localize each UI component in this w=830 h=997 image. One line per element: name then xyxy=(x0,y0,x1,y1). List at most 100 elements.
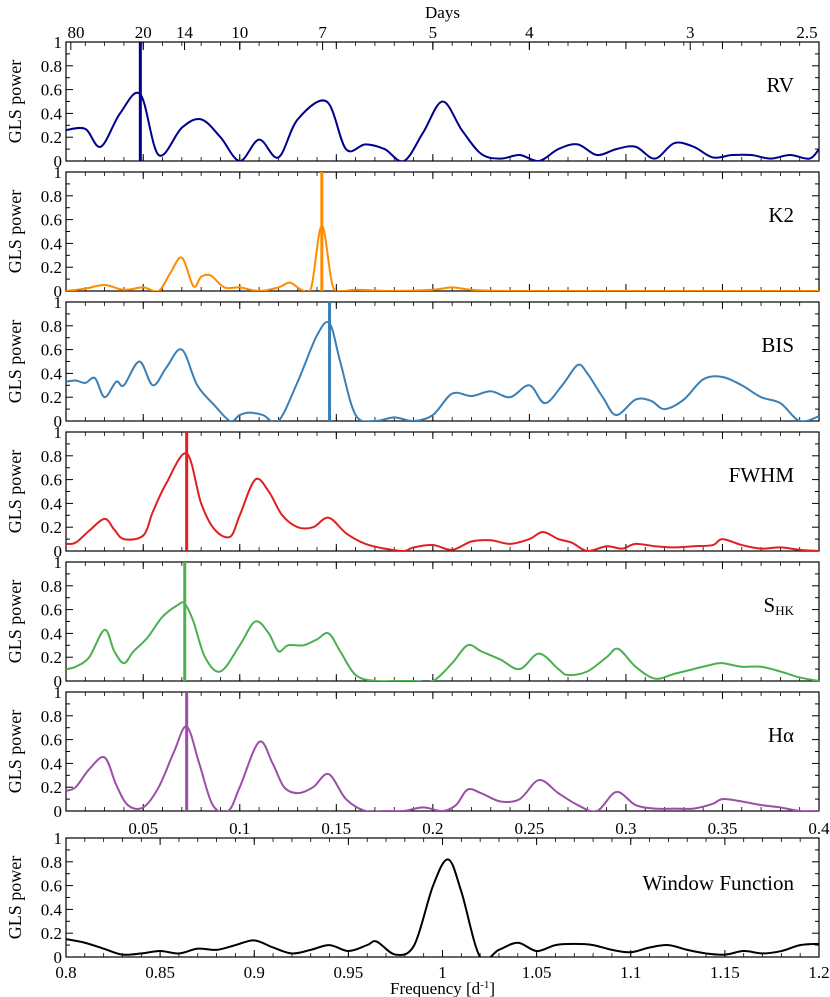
x-tick-label: 1.1 xyxy=(620,963,641,982)
y-tick-label: 0.8 xyxy=(41,57,62,76)
y-tick-label: 0 xyxy=(54,152,63,171)
panel-label-bis: BIS xyxy=(761,333,794,357)
series-line-fwhm xyxy=(66,452,819,551)
x-tick-label: 0.1 xyxy=(229,819,250,838)
series-line-bis xyxy=(66,321,819,421)
x-tick-label: 0.9 xyxy=(244,963,265,982)
y-tick-label: 0.6 xyxy=(41,471,62,490)
series-line-window xyxy=(66,858,819,957)
y-tick-label: 0.4 xyxy=(41,900,63,919)
y-tick-label: 0.6 xyxy=(41,341,62,360)
x-tick-label: 1.15 xyxy=(710,963,740,982)
y-tick-label: 1 xyxy=(54,683,63,702)
top-tick-label: 4 xyxy=(525,23,534,42)
panel-label-rv: RV xyxy=(767,73,795,97)
y-tick-label: 0.4 xyxy=(41,494,63,513)
y-tick-label: 0.4 xyxy=(41,364,63,383)
y-tick-label: 0.4 xyxy=(41,754,63,773)
x-tick-label: 0.3 xyxy=(615,819,636,838)
y-axis-label: GLS power xyxy=(5,450,25,534)
panel-fwhm: 0 0.2 0.4 0.6 0.8 1 GLS power FWHM xyxy=(5,423,820,561)
x-tick-label: 0.2 xyxy=(422,819,443,838)
y-tick-label: 0.8 xyxy=(41,707,62,726)
top-tick-label: 3 xyxy=(686,23,695,42)
panel-label-k2: K2 xyxy=(768,203,794,227)
panel-label-halpha: Hα xyxy=(768,723,794,747)
panel-bis: 0 0.2 0.4 0.6 0.8 1 GLS power BIS xyxy=(5,293,820,431)
y-tick-label: 1 xyxy=(54,33,63,52)
panel-label-shk: SHK xyxy=(764,593,795,618)
frequency-axes: 0.05 0.1 0.15 0.2 0.25 0.3 0.35 0.4 0.8 0.85 0.9 0.… xyxy=(55,819,830,997)
y-tick-label: 0 xyxy=(54,412,63,431)
y-tick-label: 1 xyxy=(54,293,63,312)
y-axis-label: GLS power xyxy=(5,710,25,794)
x-tick-label: 1.05 xyxy=(522,963,552,982)
panel-rv: 0 0.2 0.4 0.6 0.8 1 GLS power RV xyxy=(5,33,820,171)
y-tick-label: 1 xyxy=(54,163,63,182)
y-tick-label: 0.6 xyxy=(41,211,62,230)
y-tick-label: 0.4 xyxy=(41,234,63,253)
x-tick-label: 0.05 xyxy=(128,819,158,838)
panel-frame xyxy=(65,431,820,552)
y-axis-label: GLS power xyxy=(5,190,25,274)
panel-frame xyxy=(65,561,820,682)
y-tick-label: 0.6 xyxy=(41,877,62,896)
x-tick-label: 0.15 xyxy=(321,819,351,838)
series-line-k2 xyxy=(66,224,819,291)
y-axis-label: GLS power xyxy=(5,320,25,404)
days-top-axis: Days 80 20 14 10 7 5 4 3 2.5 xyxy=(68,3,820,50)
x-tick-label: 0.35 xyxy=(708,819,738,838)
top-axis-title: Days xyxy=(425,3,460,22)
panel-label-window: Window Function xyxy=(643,871,795,895)
x-tick-label: 0.95 xyxy=(334,963,364,982)
top-tick-label: 7 xyxy=(318,23,327,42)
x-axis-label: Frequency [d-1] xyxy=(390,979,495,997)
y-tick-label: 0.4 xyxy=(41,624,63,643)
panels: 0 0.2 0.4 0.6 0.8 1 GLS power RV 0 0.2 0.4 0.6 0.8 1 G… xyxy=(5,33,820,967)
y-tick-label: 0.2 xyxy=(41,258,62,277)
y-tick-label: 0.2 xyxy=(41,388,62,407)
top-tick-label: 14 xyxy=(176,23,194,42)
panel-shk: 0 0.2 0.4 0.6 0.8 1 GLS power SHK xyxy=(5,553,820,691)
x-tick-label: 0.25 xyxy=(515,819,545,838)
series-line-halpha xyxy=(66,725,819,811)
y-tick-label: 0.8 xyxy=(41,853,62,872)
y-axis-label: GLS power xyxy=(5,580,25,664)
x-tick-label: 0.8 xyxy=(55,963,76,982)
y-tick-label: 0.8 xyxy=(41,577,62,596)
y-tick-label: 0.2 xyxy=(41,648,62,667)
y-tick-label: 0.2 xyxy=(41,518,62,537)
y-tick-label: 0.6 xyxy=(41,601,62,620)
panel-k2: 0 0.2 0.4 0.6 0.8 1 GLS power K2 xyxy=(5,163,820,301)
top-tick-label: 10 xyxy=(231,23,248,42)
series-line-shk xyxy=(66,601,819,681)
panel-frame xyxy=(65,171,820,292)
y-tick-label: 0.2 xyxy=(41,128,62,147)
y-axis-label: GLS power xyxy=(5,60,25,144)
y-tick-label: 0.2 xyxy=(41,778,62,797)
y-tick-label: 0.2 xyxy=(41,924,62,943)
y-tick-label: 0 xyxy=(54,948,63,967)
top-tick-label: 80 xyxy=(68,23,85,42)
y-tick-label: 0 xyxy=(54,802,63,821)
y-tick-label: 0.4 xyxy=(41,104,63,123)
top-tick-label: 5 xyxy=(429,23,438,42)
y-tick-label: 1 xyxy=(54,423,63,442)
x-tick-label: 1.2 xyxy=(808,963,829,982)
y-tick-label: 0 xyxy=(54,542,63,561)
panel-label-fwhm: FWHM xyxy=(729,463,795,487)
series-line-rv xyxy=(66,91,819,161)
top-tick-label: 20 xyxy=(135,23,152,42)
top-tick-label: 2.5 xyxy=(796,23,817,42)
y-tick-label: 0 xyxy=(54,282,63,301)
y-tick-label: 0.6 xyxy=(41,81,62,100)
panel-frame xyxy=(65,837,820,958)
x-tick-label: 0.85 xyxy=(145,963,175,982)
y-tick-label: 0.6 xyxy=(41,731,62,750)
y-tick-label: 0.8 xyxy=(41,317,62,336)
panel-window: 0 0.2 0.4 0.6 0.8 1 GLS power Window Function xyxy=(5,829,820,967)
y-tick-label: 1 xyxy=(54,829,63,848)
panel-frame xyxy=(65,691,820,812)
y-tick-label: 0.8 xyxy=(41,187,62,206)
